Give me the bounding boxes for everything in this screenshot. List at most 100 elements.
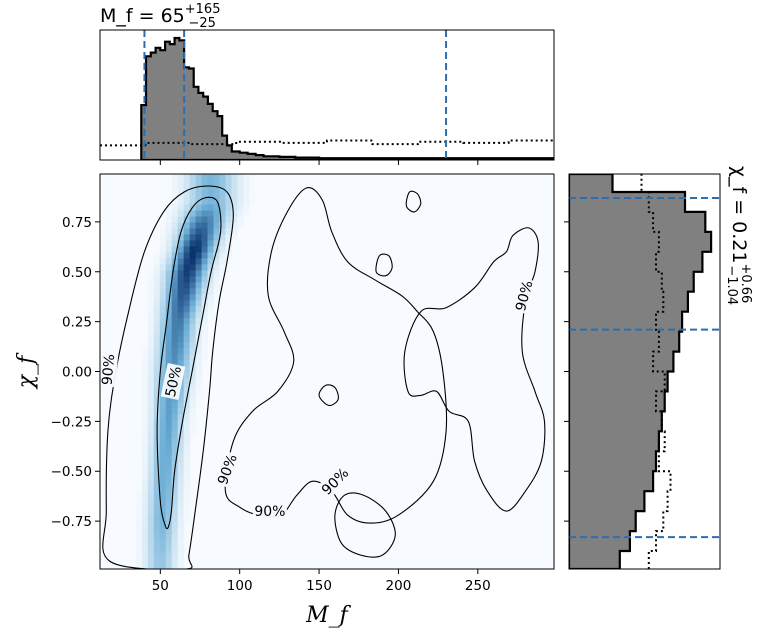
x-tick-label: 50 <box>152 578 169 594</box>
heat-cell <box>171 293 179 301</box>
heat-cell <box>165 275 173 283</box>
heat-cell <box>165 509 173 516</box>
x-axis-ticks: 50 100 150 200 250 <box>152 569 491 594</box>
heat-cell <box>177 233 185 241</box>
heat-cell <box>201 227 209 235</box>
x-axis-label: M_f <box>305 603 352 628</box>
heat-cell <box>225 203 233 211</box>
heat-cell <box>141 515 149 522</box>
heat-cell <box>189 269 197 277</box>
heat-cell <box>243 191 250 199</box>
heat-cell <box>177 311 185 319</box>
heat-cell <box>147 467 155 474</box>
heat-cell <box>171 431 179 438</box>
heat-cell <box>171 174 179 181</box>
heat-cell <box>183 287 191 295</box>
heat-cell <box>195 347 203 355</box>
heat-cell <box>159 407 167 414</box>
heat-cell <box>171 545 179 552</box>
heat-cell <box>153 269 161 277</box>
heat-cell <box>177 389 185 397</box>
heat-cell <box>183 491 191 498</box>
heat-cell <box>183 485 191 492</box>
heat-cell <box>183 245 191 253</box>
heat-cell <box>159 227 167 235</box>
contour-label: 50% <box>160 363 186 400</box>
heat-cell <box>165 239 173 247</box>
heat-cell <box>201 317 209 325</box>
heat-cell <box>147 299 155 307</box>
heat-cell <box>159 413 167 420</box>
heat-cell <box>189 425 197 432</box>
heat-cell <box>225 215 233 223</box>
contour-line <box>403 227 546 512</box>
heat-cell <box>183 251 191 259</box>
mass-prior-histogram <box>100 139 554 147</box>
heat-cell <box>189 185 197 193</box>
heat-cell <box>195 209 203 217</box>
heat-cell <box>219 203 227 211</box>
heat-cell <box>171 317 179 325</box>
heat-cell <box>207 305 215 313</box>
y-tick-label: 0.25 <box>62 315 92 331</box>
heat-cell <box>165 311 173 319</box>
heat-cell <box>207 299 215 307</box>
heat-cell <box>153 527 161 534</box>
heat-cell <box>195 365 203 373</box>
heat-cell <box>171 533 179 540</box>
y-tick-label: 0.75 <box>62 215 92 231</box>
heat-cell <box>177 293 185 301</box>
heat-cell <box>183 359 191 367</box>
heat-cell <box>231 227 238 235</box>
heat-cell <box>171 227 179 235</box>
heat-cell <box>177 515 185 522</box>
heat-cell <box>171 197 179 205</box>
heat-cell <box>135 539 143 546</box>
heat-cell <box>165 455 173 462</box>
heat-cell <box>135 491 143 498</box>
heat-cell <box>165 353 173 361</box>
heat-cell <box>147 317 155 325</box>
heat-cell <box>183 233 191 241</box>
heat-cell <box>243 179 250 187</box>
heat-cell <box>171 353 179 361</box>
heat-cell <box>195 299 203 307</box>
heat-cell <box>153 305 161 313</box>
heat-cell <box>177 461 185 468</box>
heat-cell <box>141 527 149 534</box>
heat-cell <box>165 323 173 331</box>
heat-cell <box>177 467 185 474</box>
heat-cell <box>183 455 191 462</box>
heat-cell <box>165 245 173 253</box>
heat-cell <box>183 275 191 283</box>
heat-cell <box>147 515 155 522</box>
heat-cell <box>171 401 179 408</box>
heat-cell <box>201 341 209 349</box>
heat-cell <box>171 539 179 546</box>
heat-cell <box>141 479 149 486</box>
heat-cell <box>171 335 179 343</box>
heat-cell <box>159 233 167 241</box>
heat-cell <box>147 473 155 480</box>
heat-cell <box>153 293 161 301</box>
x-tick-label: 100 <box>227 578 253 594</box>
heat-cell <box>183 221 191 229</box>
heat-cell <box>189 174 197 181</box>
heat-cell <box>153 329 161 337</box>
heat-cell <box>183 305 191 313</box>
heat-cell <box>219 227 227 235</box>
heat-cell <box>141 521 149 528</box>
heat-cell <box>189 263 197 271</box>
heat-cell <box>159 557 167 564</box>
heat-cell <box>189 245 197 253</box>
heat-cell <box>159 455 167 462</box>
heat-cell <box>183 269 191 277</box>
contour-label-bg <box>510 276 537 315</box>
heat-cell <box>177 413 185 420</box>
heat-cell <box>213 239 221 247</box>
heat-cell <box>165 263 173 271</box>
contour-label-text: 90% <box>100 353 119 385</box>
heat-cell <box>195 203 203 211</box>
heat-cell <box>177 329 185 337</box>
mass-panel-frame <box>99 29 555 161</box>
